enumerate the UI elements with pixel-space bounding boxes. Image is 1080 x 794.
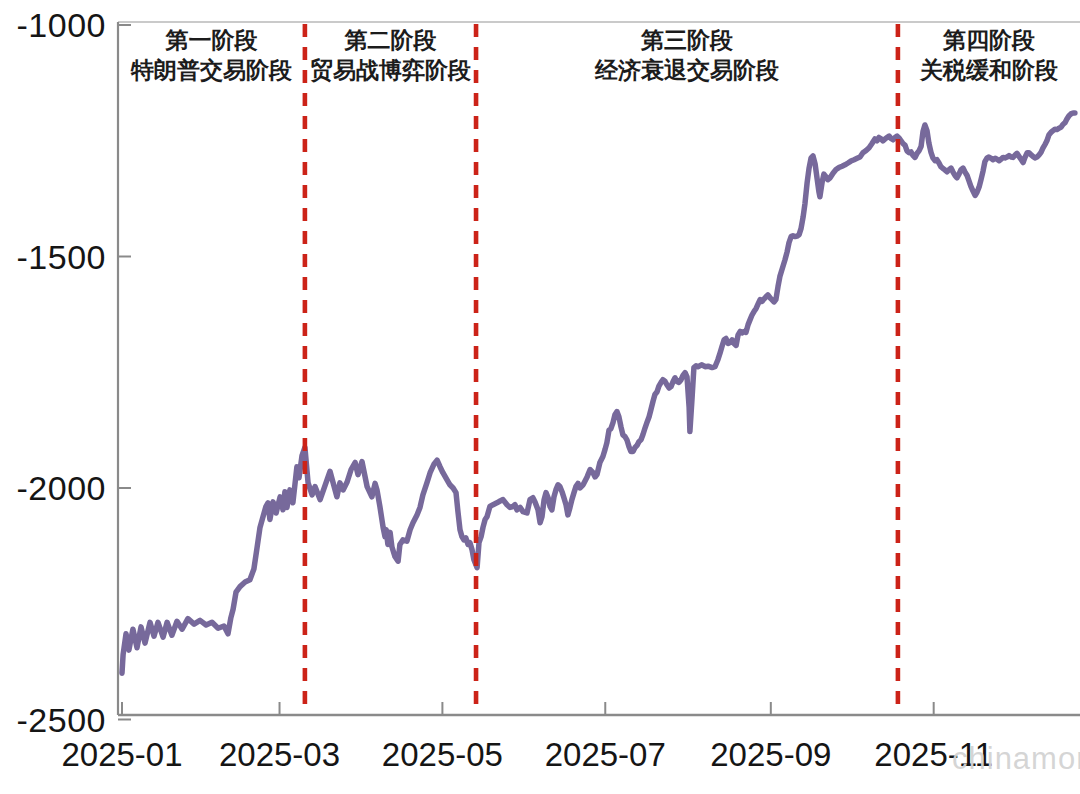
phase-title: 第四阶段	[839, 25, 1080, 55]
phase-subtitle: 贸易战博弈阶段	[240, 55, 540, 85]
y-axis-tick-label: -2500	[0, 701, 106, 739]
x-axis-tick-label: 2025-09	[691, 736, 851, 774]
x-axis-tick-label: 2025-07	[525, 736, 685, 774]
phase-annotation-4: 第四阶段 关税缓和阶段	[839, 25, 1080, 85]
phase-annotation-3: 第三阶段 经济衰退交易阶段	[537, 25, 837, 85]
x-axis-tick-label: 2025-05	[362, 736, 522, 774]
phase-subtitle: 关税缓和阶段	[839, 55, 1080, 85]
phase-subtitle: 经济衰退交易阶段	[537, 55, 837, 85]
chart-canvas: -1000 -1500 -2000 -2500 2025-01 2025-03 …	[0, 0, 1080, 794]
chinamoney-watermark: chinamoney	[952, 741, 1080, 777]
x-axis-tick-label: 2025-03	[200, 736, 360, 774]
series-line	[122, 113, 1075, 673]
phase-title: 第三阶段	[537, 25, 837, 55]
y-axis-tick-label: -1500	[0, 238, 106, 276]
line-chart-plot	[0, 0, 1080, 794]
phase-annotation-2: 第二阶段 贸易战博弈阶段	[240, 25, 540, 85]
x-axis-tick-label: 2025-01	[42, 736, 202, 774]
phase-title: 第二阶段	[240, 25, 540, 55]
y-axis-tick-label: -2000	[0, 469, 106, 507]
